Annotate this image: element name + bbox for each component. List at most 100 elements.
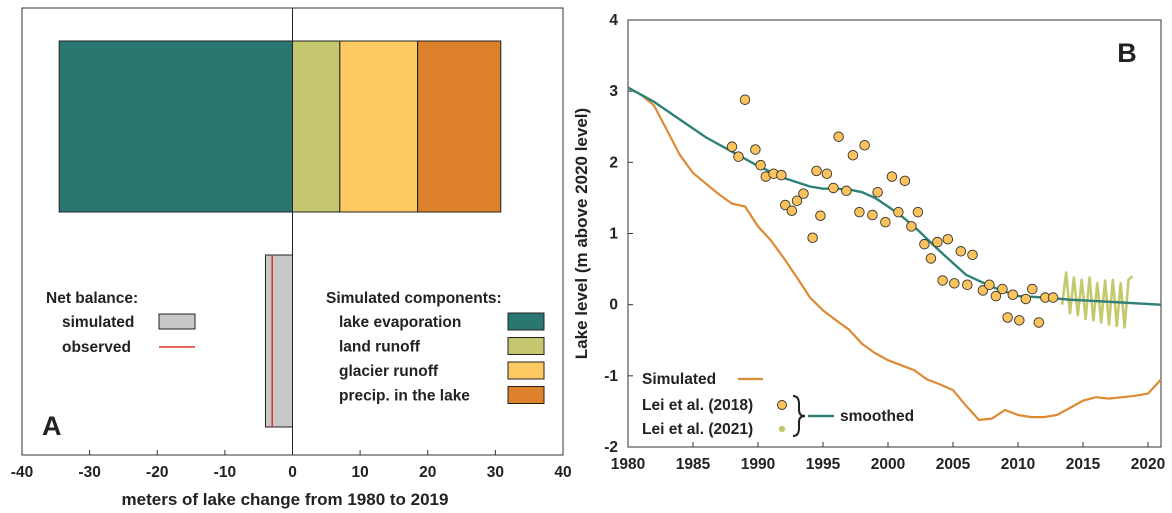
lei2018-point-18 xyxy=(841,185,852,197)
lei2018-point-36 xyxy=(955,246,967,257)
lei2018-point-7 xyxy=(776,169,787,181)
lei2018-point-50 xyxy=(1047,292,1059,303)
a-x-tick-label-2: -20 xyxy=(146,464,168,481)
lei2018-point-23 xyxy=(872,186,883,198)
legend-component-swatch-0 xyxy=(507,312,545,331)
b-x-tick-label-8: 2020 xyxy=(1131,456,1165,473)
b-x-tick-label-0: 1980 xyxy=(611,456,645,473)
lei2021-line xyxy=(1060,271,1134,329)
b-y-tick-label-4: 2 xyxy=(609,154,618,171)
legend-simulated-label: simulated xyxy=(62,314,134,331)
lei2018-point-8 xyxy=(780,199,791,211)
lei2018-point-32 xyxy=(932,236,943,248)
b-y-axis-label: Lake level (m above 2020 level) xyxy=(572,108,591,359)
lei2018-point-33 xyxy=(937,275,948,286)
lei2018-point-39 xyxy=(977,285,989,296)
component-bar-2 xyxy=(339,40,419,213)
legend-observed-label: observed xyxy=(62,339,131,356)
component-bar-1 xyxy=(292,40,341,213)
a-x-tick-label-1: -30 xyxy=(78,464,100,481)
a-x-tick-label-3: -10 xyxy=(214,464,236,481)
lei2018-point-48 xyxy=(1033,317,1045,328)
legend-component-swatch-1 xyxy=(507,337,545,355)
lei2018-point-45 xyxy=(1014,315,1025,326)
net-balance-title: Net balance: xyxy=(46,290,138,307)
lei2018-point-22 xyxy=(867,209,878,221)
legend-component-swatch-3 xyxy=(507,386,545,404)
simulated-line xyxy=(627,86,1162,422)
component-bar-3 xyxy=(417,40,502,213)
lei2018-point-35 xyxy=(949,278,960,289)
lei2018-point-37 xyxy=(962,279,973,290)
a-x-tick-label-5: 10 xyxy=(352,464,369,481)
component-bar-0 xyxy=(58,40,293,213)
lei2018-point-10 xyxy=(791,195,803,207)
legend-item-lei2021: Lei et al. (2021) xyxy=(642,421,753,438)
lei2018-point-16 xyxy=(828,182,839,194)
lei2018-point-12 xyxy=(807,232,818,244)
a-x-tick-label-8: 40 xyxy=(554,464,571,481)
a-x-axis-label: meters of lake change from 1980 to 2019 xyxy=(122,490,449,509)
lei2018-point-20 xyxy=(854,206,865,218)
legend-simulated-swatch xyxy=(158,313,196,330)
b-y-tick-label-1: -1 xyxy=(604,368,618,385)
b-x-tick-label-2: 1990 xyxy=(741,456,775,473)
legend-item-lei2018: Lei et al. (2018) xyxy=(642,397,753,414)
legend-component-label-1: land runoff xyxy=(339,339,421,356)
components-title: Simulated components: xyxy=(326,290,502,307)
b-y-tick-label-2: 0 xyxy=(609,297,618,314)
lei2018-point-26 xyxy=(893,206,904,218)
lei2018-point-15 xyxy=(821,168,833,179)
legend-component-swatch-2 xyxy=(507,361,545,380)
lei2018-point-30 xyxy=(919,238,930,250)
a-x-tick-label-7: 30 xyxy=(487,464,504,481)
a-x-tick-label-0: -40 xyxy=(11,464,33,481)
legend-lei2018-marker xyxy=(777,400,787,410)
panel-a: -40 -30 -20 -10 0 10 20 30 40 meters of lake chan… xyxy=(11,7,572,509)
lei2018-point-31 xyxy=(925,253,937,264)
lei2018-point-40 xyxy=(984,279,995,290)
lei2018-point-41 xyxy=(990,290,1002,302)
a-x-tick-label-4: 0 xyxy=(288,464,297,481)
lei2018-point-1 xyxy=(733,151,744,162)
lei2018-point-27 xyxy=(899,175,911,187)
lei2018-point-17 xyxy=(833,131,844,142)
lei2018-point-14 xyxy=(815,210,826,221)
lei2018-point-34 xyxy=(942,233,954,245)
a-x-tick-label-6: 20 xyxy=(419,464,436,481)
lei2018-point-46 xyxy=(1020,293,1032,305)
lei2018-point-9 xyxy=(786,205,798,216)
legend-component-label-0: lake evaporation xyxy=(339,314,461,331)
legend-component-label-2: glacier runoff xyxy=(339,363,439,380)
b-y-tick-label-0: -2 xyxy=(604,439,618,456)
lei2018-point-44 xyxy=(1007,289,1019,300)
lei2018-point-43 xyxy=(1002,312,1013,323)
lei2018-point-19 xyxy=(847,149,859,161)
b-x-tick-label-1: 1985 xyxy=(676,456,711,473)
b-x-tick-label-3: 1995 xyxy=(806,456,841,473)
lei2018-point-28 xyxy=(906,221,917,232)
net-balance-simulated-bar xyxy=(264,254,294,428)
legend-lei2021-marker xyxy=(778,425,786,433)
panel-a-letter: A xyxy=(42,411,62,441)
legend-brace xyxy=(792,395,806,437)
lei2018-point-4 xyxy=(755,159,766,171)
lei2018-point-25 xyxy=(886,171,898,182)
lei2018-point-2 xyxy=(739,94,751,105)
legend-item-smoothed: smoothed xyxy=(840,408,914,425)
b-x-tick-label-5: 2005 xyxy=(936,456,971,473)
lei2018-point-11 xyxy=(798,188,809,199)
legend-component-label-3: precip. in the lake xyxy=(339,388,470,405)
lei2018-point-3 xyxy=(750,144,761,155)
legend-item-simulated: Simulated xyxy=(642,371,716,388)
lei2018-point-0 xyxy=(726,141,738,152)
b-y-tick-label-6: 4 xyxy=(609,12,618,29)
lei2018-point-38 xyxy=(967,249,978,261)
b-x-tick-label-4: 2000 xyxy=(871,456,905,473)
smoothed-line xyxy=(627,86,1162,306)
panel-b-letter: B xyxy=(1117,38,1137,68)
b-y-tick-label-5: 3 xyxy=(609,83,618,100)
lei2018-point-47 xyxy=(1027,283,1038,295)
lei2018-point-42 xyxy=(997,283,1008,295)
